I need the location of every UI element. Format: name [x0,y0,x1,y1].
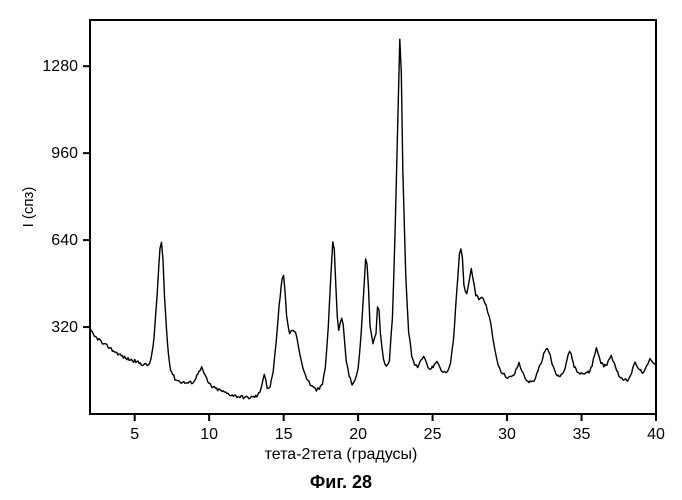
svg-text:640: 640 [51,232,78,249]
figure-caption: Фиг. 28 [0,472,682,493]
svg-text:20: 20 [349,426,367,443]
svg-text:960: 960 [51,145,78,162]
svg-text:320: 320 [51,319,78,336]
xrd-figure: 5 10 15 20 25 30 35 40 320 640 960 1280 I (спз) тет… [0,0,682,500]
svg-text:30: 30 [498,426,516,443]
svg-text:40: 40 [647,426,665,443]
x-axis-label: тета-2тета (градусы) [0,446,682,464]
y-axis-label: I (спз) [20,167,37,247]
chart-svg: 5 10 15 20 25 30 35 40 320 640 960 1280 [0,0,682,500]
svg-text:25: 25 [424,426,442,443]
svg-text:1280: 1280 [42,58,78,75]
svg-text:35: 35 [573,426,591,443]
svg-text:15: 15 [275,426,293,443]
svg-text:5: 5 [130,426,139,443]
svg-text:10: 10 [200,426,218,443]
